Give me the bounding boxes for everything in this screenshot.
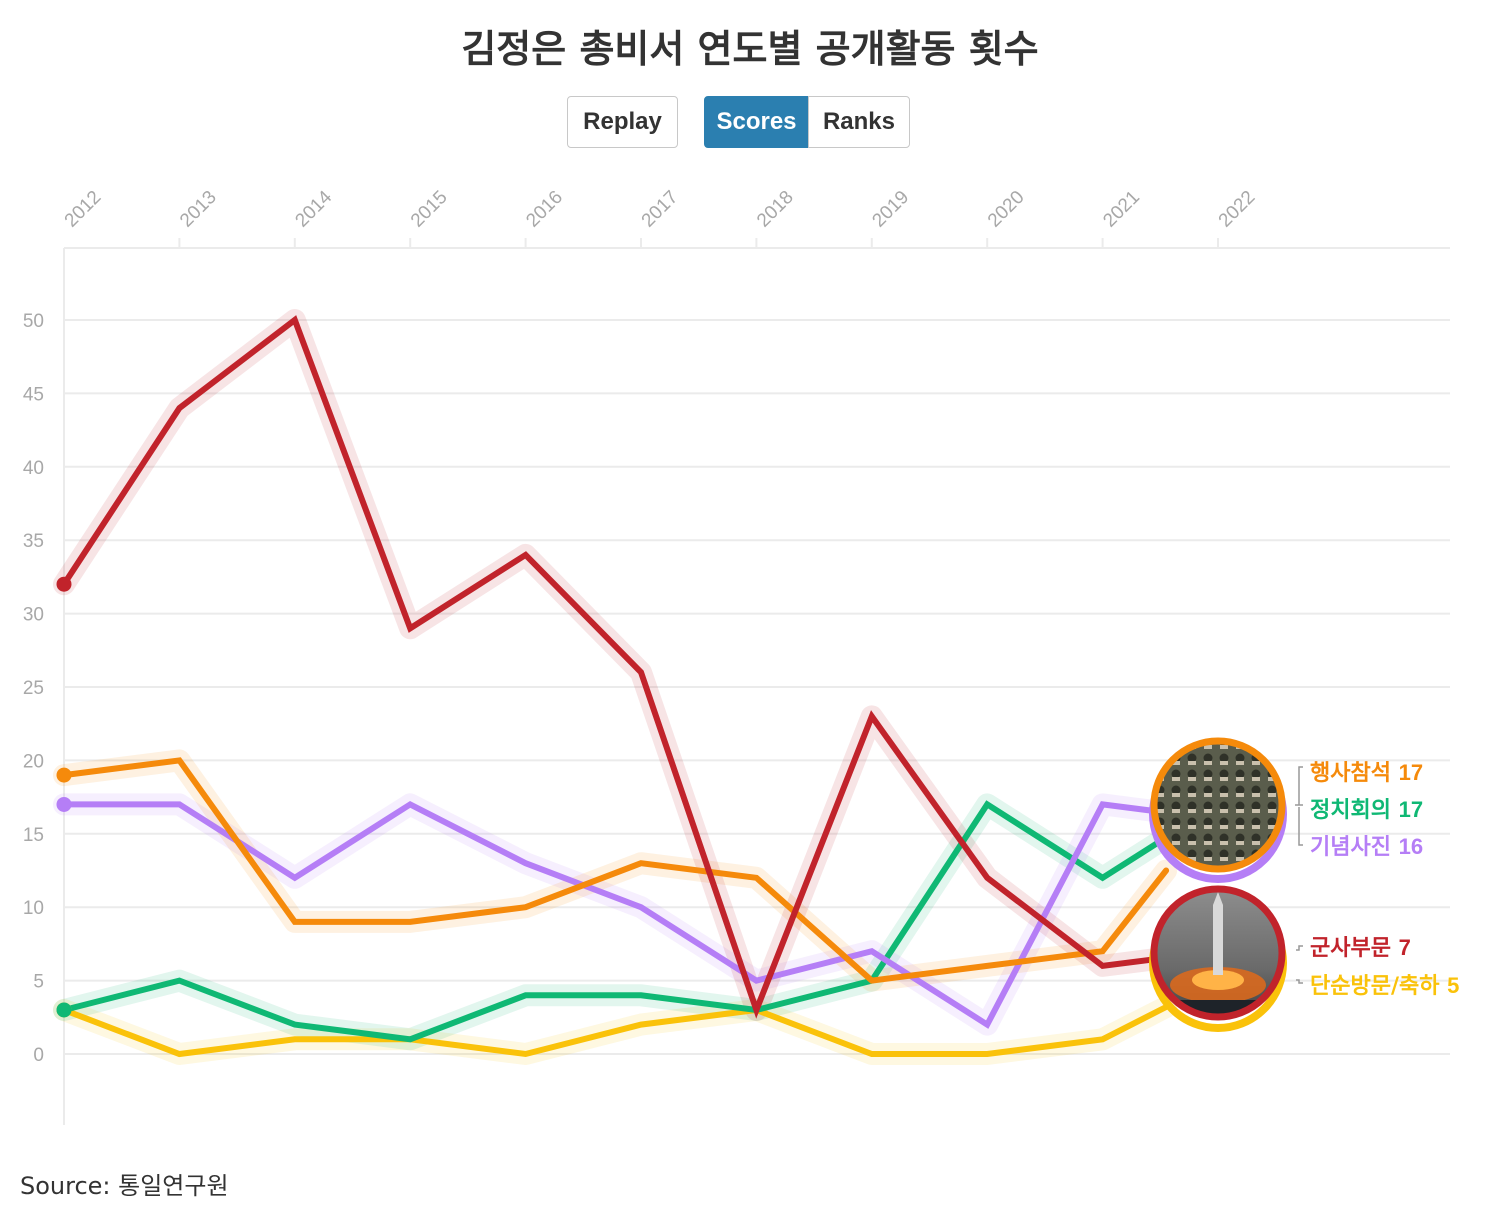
- x-tick-label: 2022: [1215, 187, 1260, 232]
- x-tick-label: 2015: [407, 187, 452, 232]
- series-line-단순방문/축하: [61, 1004, 1170, 1058]
- end-label: 단순방문/축하 5: [1310, 973, 1459, 999]
- y-tick-label: 15: [23, 825, 44, 846]
- badge-bottom: [1149, 885, 1287, 1032]
- label-connectors: [1295, 766, 1303, 984]
- x-tick-label: 2018: [753, 187, 798, 232]
- y-tick-label: 45: [23, 384, 44, 405]
- end-label-name: 군사부문: [1310, 936, 1399, 961]
- x-tick-label: 2017: [638, 187, 683, 232]
- x-tick-label: 2021: [1099, 187, 1144, 232]
- x-tick-label: 2013: [176, 187, 221, 232]
- crowd-photo: [1156, 743, 1280, 867]
- end-label-value: 16: [1399, 834, 1423, 859]
- badge-ring-red: [1150, 885, 1286, 1021]
- y-tick-label: 30: [23, 605, 44, 626]
- y-tick-label: 25: [23, 678, 44, 699]
- y-tick-label: 35: [23, 531, 44, 552]
- y-tick-label: 5: [33, 972, 44, 993]
- ranks-toggle[interactable]: Ranks: [808, 96, 910, 148]
- series-line-정치회의: [61, 800, 1170, 1043]
- badge-ring-orange: [1150, 737, 1286, 873]
- end-label-name: 정치회의: [1310, 798, 1399, 823]
- y-tick-label: 40: [23, 458, 44, 479]
- series-line-기념사진: [61, 800, 1170, 1029]
- end-label-name: 단순방문/축하: [1310, 974, 1447, 999]
- end-label: 기념사진 16: [1310, 834, 1423, 860]
- end-label-value: 17: [1399, 760, 1423, 785]
- x-tick-label: 2012: [61, 187, 106, 232]
- x-tick-label: 2020: [984, 187, 1029, 232]
- series-line-행사참석: [61, 757, 1170, 984]
- x-tick-label: 2014: [291, 186, 336, 231]
- missile-photo: [1156, 891, 1280, 1015]
- end-label-value: 5: [1447, 973, 1459, 998]
- end-label-name: 기념사진: [1310, 835, 1399, 860]
- source-note: Source: 통일연구원: [20, 1172, 229, 1200]
- badge-top: [1149, 737, 1287, 883]
- y-tick-label: 10: [23, 898, 44, 919]
- end-label: 행사참석 17: [1310, 760, 1423, 786]
- y-tick-label: 20: [23, 751, 44, 772]
- series-start-point: [56, 576, 72, 592]
- series-start-point: [56, 1002, 72, 1018]
- replay-button[interactable]: Replay: [567, 96, 678, 148]
- x-tick-label: 2016: [522, 187, 567, 232]
- end-label: 군사부문 7: [1310, 935, 1411, 961]
- end-label: 정치회의 17: [1310, 797, 1423, 823]
- chart-title: 김정은 총비서 연도별 공개활동 횟수: [461, 27, 1039, 71]
- series-start-point: [56, 767, 72, 783]
- x-tick-label: 2019: [868, 187, 913, 232]
- end-label-name: 행사참석: [1310, 761, 1399, 786]
- end-label-value: 7: [1399, 935, 1411, 960]
- y-tick-label: 50: [23, 311, 44, 332]
- line-chart: 2012 2013 2014 2015 2016 2017 2018 2019 2020 2021…: [23, 186, 1459, 1125]
- y-tick-label: 0: [33, 1045, 44, 1066]
- end-label-value: 17: [1399, 797, 1423, 822]
- series-start-point: [56, 796, 72, 812]
- series-line-군사부문: [61, 315, 1170, 1019]
